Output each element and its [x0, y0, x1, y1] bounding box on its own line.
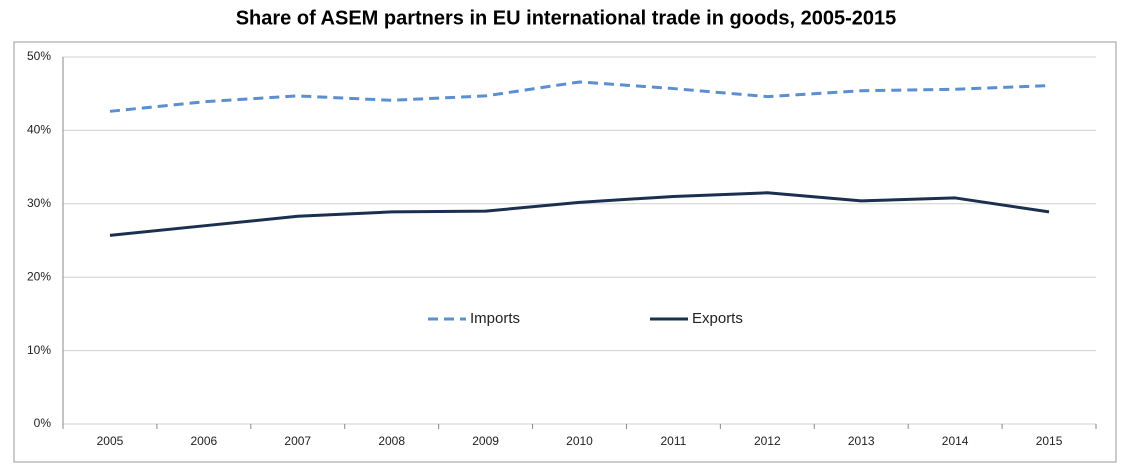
y-tick-label: 50% — [27, 49, 51, 63]
x-tick-label: 2013 — [848, 434, 875, 448]
x-tick-label: 2012 — [754, 434, 781, 448]
x-tick-label: 2009 — [472, 434, 499, 448]
x-tick-label: 2014 — [942, 434, 969, 448]
y-tick-label: 40% — [27, 123, 51, 137]
x-tick-label: 2010 — [566, 434, 593, 448]
legend-label: Exports — [692, 310, 743, 327]
x-tick-label: 2011 — [661, 434, 687, 448]
x-tick-label: 2015 — [1036, 434, 1063, 448]
data-line — [109, 191, 1050, 237]
y-tick-label: 30% — [27, 196, 51, 210]
x-tick-label: 2007 — [284, 434, 311, 448]
x-tick-label: 2006 — [191, 434, 218, 448]
y-tick-label: 0% — [34, 416, 52, 430]
chart-title: Share of ASEM partners in EU internation… — [236, 7, 897, 29]
y-tick-label: 20% — [27, 269, 51, 283]
y-tick-label: 10% — [27, 343, 51, 357]
legend-label: Imports — [470, 310, 520, 327]
data-line — [109, 80, 1050, 113]
x-tick-label: 2005 — [97, 434, 124, 448]
chart-frame — [13, 41, 1117, 463]
x-tick-label: 2008 — [378, 434, 405, 448]
